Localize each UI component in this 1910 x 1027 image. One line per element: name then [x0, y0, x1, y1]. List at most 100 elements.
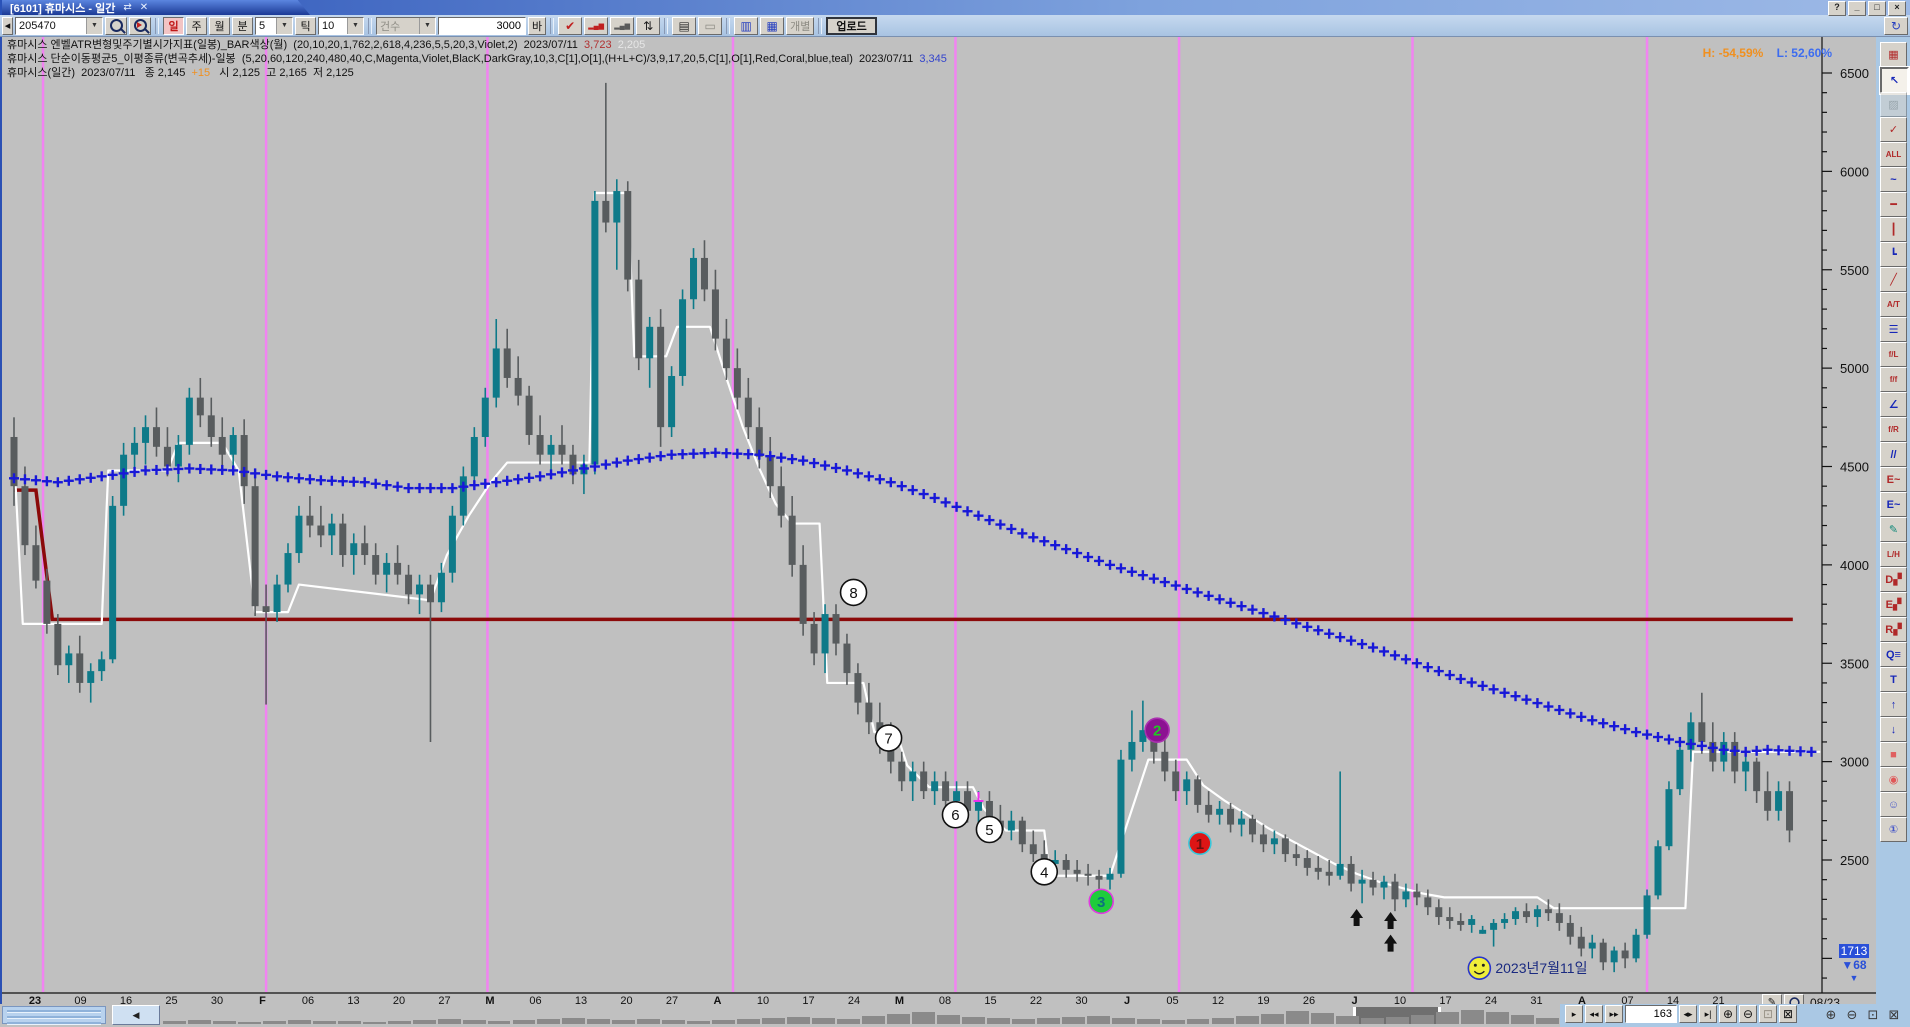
- candle-body[interactable]: [985, 800, 993, 821]
- candle-body[interactable]: [1731, 741, 1739, 772]
- up-arrow-marker[interactable]: [1384, 911, 1398, 929]
- candle-body[interactable]: [635, 279, 643, 359]
- fib-levels-icon[interactable]: f/L: [1880, 342, 1907, 367]
- chart-pattern-icon[interactable]: ▦: [1880, 42, 1907, 67]
- candle-body[interactable]: [76, 653, 84, 683]
- candle-body[interactable]: [1610, 950, 1618, 963]
- candle-body[interactable]: [964, 791, 972, 811]
- candle-body[interactable]: [1468, 919, 1476, 925]
- axis-zoom-out-icon[interactable]: ⊖: [1846, 1007, 1858, 1022]
- candle-body[interactable]: [65, 653, 73, 666]
- candle-body[interactable]: [1775, 791, 1783, 811]
- candle-body[interactable]: [602, 200, 610, 223]
- refresh-icon[interactable]: ↻: [1884, 16, 1908, 35]
- number-marker[interactable]: [975, 815, 1004, 844]
- candle-body[interactable]: [1577, 936, 1585, 949]
- candle-body[interactable]: [1303, 858, 1311, 868]
- candle-body[interactable]: [1238, 818, 1246, 825]
- candle-body[interactable]: [514, 377, 522, 396]
- tab-close-icon[interactable]: ✕: [139, 2, 149, 13]
- candle-body[interactable]: [1117, 759, 1125, 874]
- square-marker-icon[interactable]: ■: [1880, 742, 1907, 767]
- candle-body[interactable]: [1183, 779, 1191, 792]
- candle-body[interactable]: [777, 486, 785, 516]
- candle-body[interactable]: [383, 562, 391, 575]
- vertical-line-icon[interactable]: ┃: [1880, 217, 1907, 242]
- parallel-channel-icon[interactable]: //: [1880, 442, 1907, 467]
- candle-body[interactable]: [87, 671, 95, 683]
- candle-body[interactable]: [1227, 808, 1235, 825]
- candle-body[interactable]: [98, 659, 106, 672]
- candle-body[interactable]: [1446, 917, 1454, 921]
- number-marker[interactable]: [1030, 858, 1059, 886]
- help-button[interactable]: ?: [1828, 1, 1846, 16]
- candle-body[interactable]: [1632, 934, 1640, 959]
- candle-body[interactable]: [1325, 871, 1333, 876]
- candle-body[interactable]: [1764, 791, 1772, 811]
- candle-body[interactable]: [1621, 950, 1629, 959]
- candle-body[interactable]: [1172, 771, 1180, 792]
- zoom-in-button[interactable]: ⊕: [1719, 1005, 1737, 1023]
- copy-chart-icon[interactable]: ▤: [672, 16, 697, 35]
- candle-body[interactable]: [1599, 942, 1607, 963]
- candle-body[interactable]: [1292, 854, 1300, 859]
- anchored-line-icon[interactable]: ┗: [1880, 242, 1907, 267]
- candle-body[interactable]: [1369, 879, 1377, 888]
- candle-body[interactable]: [1533, 909, 1541, 918]
- smiley-marker-icon[interactable]: ☺: [1880, 792, 1907, 817]
- text-tool-icon[interactable]: T: [1880, 667, 1907, 692]
- candle-body[interactable]: [1676, 749, 1684, 790]
- chart-style-icon[interactable]: ▥: [734, 16, 759, 35]
- candle-body[interactable]: [1347, 863, 1355, 884]
- candle-body[interactable]: [1522, 911, 1530, 918]
- minimize-button[interactable]: _: [1848, 1, 1866, 16]
- candle-body[interactable]: [481, 397, 489, 437]
- candle-body[interactable]: [1205, 804, 1213, 815]
- up-arrow-tool-icon[interactable]: ↑: [1880, 692, 1907, 717]
- upload-button[interactable]: 업로드: [826, 16, 877, 35]
- candle-body[interactable]: [865, 702, 873, 723]
- candle-body[interactable]: [755, 427, 763, 457]
- candle-body[interactable]: [1128, 741, 1136, 760]
- candle-body[interactable]: [1380, 881, 1388, 888]
- axis-zoom-in-icon[interactable]: ⊕: [1825, 1007, 1837, 1022]
- candle-body[interactable]: [700, 257, 708, 290]
- candle-body[interactable]: [1281, 838, 1289, 855]
- candle-body[interactable]: [317, 525, 325, 536]
- candle-body[interactable]: [887, 741, 895, 762]
- candle-body[interactable]: [711, 289, 719, 339]
- candle-body[interactable]: [1007, 820, 1015, 831]
- maximize-button[interactable]: □: [1868, 1, 1886, 16]
- zoom-out-button[interactable]: ⊖: [1739, 1005, 1757, 1023]
- cursor-icon[interactable]: ↖: [1879, 66, 1910, 95]
- candle-body[interactable]: [43, 580, 51, 624]
- candle-body[interactable]: [350, 543, 358, 556]
- candle-body[interactable]: [613, 191, 621, 223]
- erase-all-icon[interactable]: ALL: [1880, 142, 1907, 167]
- candle-body[interactable]: [503, 348, 511, 378]
- candle-body[interactable]: [920, 771, 928, 792]
- bar-count-input[interactable]: [438, 16, 526, 35]
- candle-body[interactable]: [1018, 820, 1026, 845]
- symbol-search-button[interactable]: [105, 16, 127, 35]
- close-button[interactable]: ×: [1888, 1, 1906, 16]
- candle-body[interactable]: [163, 446, 171, 467]
- period-tick-button[interactable]: 틱: [295, 16, 316, 35]
- candle-body[interactable]: [536, 435, 544, 455]
- candle-body[interactable]: [679, 299, 687, 376]
- jump-last-button[interactable]: ▸|: [1699, 1005, 1717, 1023]
- candle-body[interactable]: [1544, 909, 1552, 914]
- candle-body[interactable]: [974, 800, 982, 811]
- candle-body[interactable]: [306, 515, 314, 526]
- candle-body[interactable]: [854, 673, 862, 703]
- axis-close-icon[interactable]: ⊠: [1888, 1007, 1900, 1022]
- candle-body[interactable]: [240, 435, 248, 487]
- candle-body[interactable]: [295, 515, 303, 554]
- volume-overlay-icon[interactable]: ▂▄▆: [584, 16, 609, 35]
- number-marker-icon[interactable]: ①: [1880, 817, 1907, 842]
- scrollbar-track[interactable]: [162, 1005, 1560, 1025]
- candle-body[interactable]: [657, 326, 665, 428]
- candle-body[interactable]: [152, 427, 160, 447]
- candle-body[interactable]: [426, 584, 434, 603]
- candle-body[interactable]: [394, 562, 402, 575]
